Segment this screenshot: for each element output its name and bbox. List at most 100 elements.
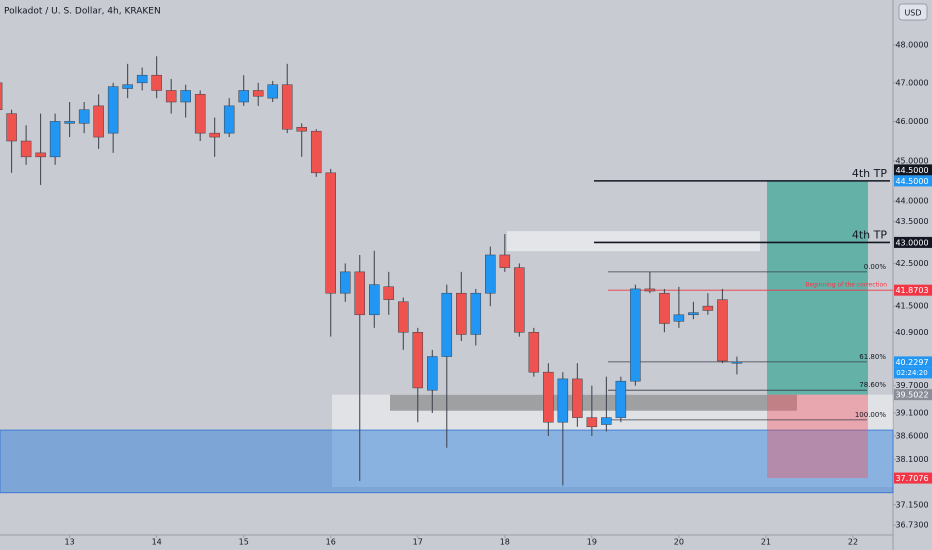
price-tag-label: 43.0000 (895, 238, 928, 247)
currency-box[interactable] (898, 3, 928, 21)
candle-body (107, 86, 119, 134)
fib-label: 100.00% (855, 411, 886, 419)
x-tick-label: 16 (326, 538, 336, 547)
zone (390, 394, 797, 411)
candle-body (688, 312, 699, 316)
candle-body (49, 121, 61, 158)
level-label: 4th TP (852, 228, 887, 241)
candle-body (354, 271, 366, 316)
candle-body (122, 84, 133, 89)
candle-body (151, 74, 162, 91)
y-tick-label: 38.6000 (895, 432, 928, 441)
y-tick-label: 39.7000 (895, 381, 928, 390)
candle-body (35, 152, 46, 158)
countdown-box (894, 367, 932, 379)
candle-body (557, 378, 569, 423)
candle-body (673, 314, 685, 322)
candle-body (93, 105, 104, 138)
candle-body (267, 84, 278, 99)
candle-body (296, 127, 307, 132)
candle-body (470, 292, 482, 335)
candle-body (281, 84, 293, 130)
x-tick-label: 21 (761, 538, 771, 547)
candle-body (412, 332, 424, 389)
candle-body (339, 271, 351, 294)
candle-body (514, 267, 525, 333)
candle-body (572, 378, 583, 418)
candle-body (441, 292, 453, 357)
candle-body (20, 140, 32, 158)
candle-body (0, 82, 3, 110)
candle-body (485, 254, 496, 294)
chart-title: Polkadot / U. S. Dollar, 4h, KRAKEN (4, 7, 161, 17)
candle-body (702, 305, 714, 311)
candle-body (136, 74, 148, 84)
candle-body (209, 132, 220, 138)
candle-body (586, 417, 598, 428)
level-label: Beginning of the correction (805, 282, 887, 289)
zone (332, 394, 893, 488)
candle-body (369, 284, 380, 316)
candle-body (528, 332, 540, 373)
price-tag (894, 164, 932, 176)
y-tick-label: 36.7300 (895, 521, 928, 530)
position-target (767, 180, 868, 395)
x-tick-label: 19 (587, 538, 597, 547)
price-tag-label: 39.5022 (895, 391, 928, 400)
fib-label: 78.60% (859, 381, 886, 389)
x-tick-label: 18 (500, 538, 510, 547)
y-tick-label: 47.0000 (895, 78, 928, 87)
y-tick-label: 39.1000 (895, 409, 928, 418)
candle-body (223, 105, 235, 134)
position-stop (767, 394, 868, 479)
y-tick-label: 38.1000 (895, 455, 928, 464)
zone (507, 231, 760, 252)
y-tick-label: 43.5000 (895, 217, 928, 226)
candle-body (499, 254, 511, 268)
x-tick-label: 22 (848, 538, 858, 547)
candle-body (238, 90, 249, 103)
price-tag-label: 40.2297 (895, 358, 928, 367)
candle-body (78, 109, 90, 124)
y-tick-label: 41.5000 (895, 302, 928, 311)
price-tag-label: 37.7076 (895, 474, 928, 483)
price-tag (894, 236, 932, 248)
candle-body (644, 288, 656, 292)
price-tag-label: 44.5000 (895, 177, 928, 186)
y-tick-label: 45.0000 (895, 156, 928, 165)
price-tag-label: 44.5000 (895, 166, 928, 175)
candle-body (659, 292, 670, 324)
candle-body (165, 90, 177, 103)
candle-body (615, 380, 627, 418)
candle-body (325, 172, 336, 294)
price-tag (894, 472, 932, 484)
y-tick-label: 46.0000 (895, 117, 928, 126)
candle-body (717, 299, 728, 362)
price-tag (894, 175, 932, 187)
candle-body (64, 121, 75, 124)
price-tag (894, 389, 932, 401)
x-tick-label: 14 (152, 538, 162, 547)
y-tick-label: 37.1500 (895, 500, 928, 509)
price-tag (894, 284, 932, 296)
y-tick-label: 40.9000 (895, 328, 928, 337)
candle-body (601, 417, 612, 425)
price-tag-label: 41.8703 (895, 286, 928, 295)
candle-body (731, 361, 743, 364)
countdown: 02:24:20 (896, 369, 927, 377)
x-tick-label: 17 (413, 538, 423, 547)
currency[interactable]: USD (904, 9, 921, 18)
y-tick-label: 48.0000 (895, 41, 928, 50)
candle-body (180, 90, 191, 103)
candle-body (427, 356, 438, 391)
candle-body (194, 94, 206, 134)
x-tick-label: 13 (65, 538, 75, 547)
candle-body (630, 288, 641, 382)
fib-label: 0.00% (864, 263, 887, 271)
candle-body (543, 371, 554, 423)
y-tick-label: 42.5000 (895, 259, 928, 268)
candle-body (398, 301, 409, 333)
candle-body (252, 90, 264, 97)
